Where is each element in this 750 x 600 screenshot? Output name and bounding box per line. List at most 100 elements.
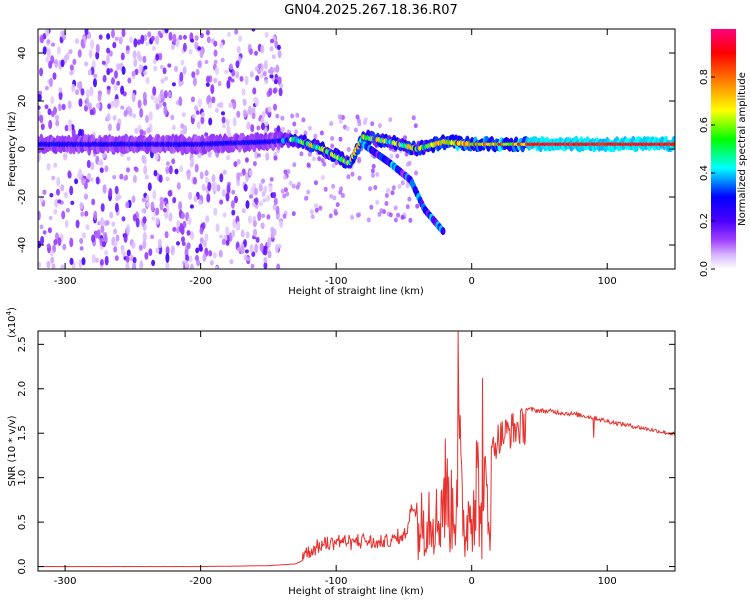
heatmap-cell [252,220,257,228]
heatmap-cell [285,191,290,197]
heatmap-cell [290,113,295,119]
heatmap-cell [216,184,221,192]
heatmap-cell [79,246,84,251]
heatmap-cell [243,254,248,261]
heatmap-cell [306,189,311,195]
heatmap-cell [411,115,416,121]
heatmap-cell [273,103,277,111]
heatmap-cell [263,185,268,194]
heatmap-cell [132,256,137,264]
heatmap-cell [207,150,212,158]
x-tick-label: -200 [189,576,212,587]
heatmap-cell [393,217,398,223]
heatmap-cell [371,163,376,169]
heatmap-cell [152,45,156,51]
snr-multiplier-prefix: (x10 [7,315,18,338]
heatmap-cell [357,156,362,162]
heatmap-cell [182,220,187,229]
heatmap-cell [80,211,85,217]
heatmap-cell [400,214,405,220]
heatmap-cell [142,232,147,242]
heatmap-cell [122,91,127,97]
heatmap-cell [170,247,175,256]
heatmap-cell [148,248,153,256]
heatmap-cell [393,205,398,211]
heatmap-cell [91,234,96,243]
heatmap-cell [299,151,304,157]
heatmap-cell [263,59,268,70]
heatmap-cell [314,207,319,213]
heatmap-cell [163,105,168,116]
heatmap-cell [96,229,101,239]
heatmap-cell [89,177,94,182]
heatmap-cell [53,106,57,115]
heatmap-cell [128,36,133,43]
heatmap-cell [231,229,236,238]
heatmap-cell [112,175,117,180]
heatmap-cell [231,189,236,195]
heatmap-cell [158,52,163,61]
heatmap-cell [115,234,120,242]
heatmap-cell [306,162,311,168]
heatmap-cell [197,98,202,108]
heatmap-cell [322,161,327,167]
heatmap-cell [229,63,233,70]
heatmap-cell [232,117,237,127]
heatmap-cell [261,213,266,218]
heatmap-cell [204,60,209,64]
heatmap-cell [143,98,148,106]
heatmap-cell [197,46,202,51]
heatmap-cell [251,29,256,32]
heatmap-cell [206,36,211,44]
heatmap-cell [183,34,187,40]
heatmap-cell [283,169,288,175]
x-tick-label: 0 [469,576,475,587]
heatmap-cell [139,129,144,136]
heatmap-cell [309,209,314,215]
heatmap-cell [61,103,66,111]
heatmap-cell [267,239,271,248]
heatmap-cell [150,234,155,239]
heatmap-cell [61,210,66,220]
heatmap-cell [205,82,210,87]
heatmap-cell [165,261,170,269]
heatmap-cell [377,123,382,129]
heatmap-cell [280,188,285,194]
heatmap-cell [159,65,164,70]
heatmap-cell [388,212,393,218]
heatmap-cell [217,103,222,108]
heatmap-cell [282,213,287,219]
heatmap-cell [226,80,231,89]
heatmap-cell [251,112,256,120]
heatmap-cell [260,44,265,54]
colorbar-tick-label: 0.8 [699,69,710,85]
heatmap-cell [168,31,173,41]
heatmap-cell [64,124,69,132]
heatmap-cell [272,204,277,211]
heatmap-cell [167,91,172,98]
heatmap-cell [38,105,41,110]
heatmap-cell [101,60,106,65]
heatmap-cell [204,176,209,184]
heatmap-cell [40,235,45,245]
heatmap-cell [357,121,362,127]
heatmap-cell [172,196,177,204]
heatmap-cell [190,157,195,166]
heatmap-cell [283,174,287,180]
heatmap-cell [84,210,89,217]
heatmap-cell [74,38,79,44]
heatmap-cell [125,255,130,263]
heatmap-cell [115,98,120,107]
heatmap-cell [51,42,55,47]
heatmap-cell [234,195,238,204]
heatmap-cell [39,224,44,230]
heatmap-cell [84,61,89,67]
heatmap-cell [214,107,219,113]
figure-title: GN04.2025.267.18.36.R07 [284,3,458,18]
heatmap-cell [199,237,204,244]
heatmap-cell [38,94,42,102]
heatmap-cell [271,54,276,60]
heatmap-cell [239,76,244,82]
heatmap-cell [113,228,118,235]
heatmap-cell [288,180,293,186]
